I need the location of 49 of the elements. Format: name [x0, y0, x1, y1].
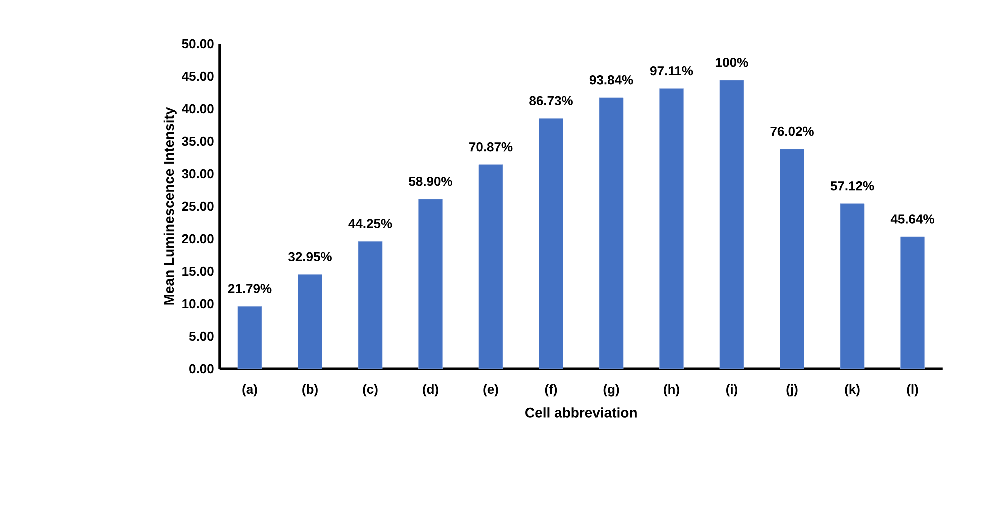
- bar: [478, 164, 504, 370]
- x-axis-title: Cell abbreviation: [526, 408, 637, 418]
- x-tick-label: (c): [363, 384, 378, 397]
- bar: [238, 306, 262, 370]
- y-tick-label: 40.00: [182, 104, 214, 114]
- y-tick-label: 50.00: [182, 39, 214, 49]
- annotation: 45.64%: [890, 214, 934, 224]
- y-tick-label: 45.00: [182, 72, 214, 82]
- y-tick-label: 15.00: [182, 266, 214, 276]
- x-tick-label: (e): [484, 384, 498, 397]
- x-tick-label: (b): [302, 384, 318, 397]
- bar: [660, 88, 684, 370]
- x-tick-label: (a): [242, 384, 258, 397]
- x-tick-label: (g): [604, 384, 620, 397]
- annotation: 97.11%: [650, 66, 694, 76]
- x-tick-label: (i): [726, 384, 738, 397]
- y-tick-label: 20.00: [182, 234, 214, 244]
- bar: [358, 241, 383, 370]
- y-tick-label: 0.00: [190, 364, 214, 374]
- y-tick-label: 10.00: [182, 299, 214, 309]
- y-tick-label: 35.00: [182, 136, 214, 146]
- annotation: 93.84%: [590, 76, 634, 85]
- x-tick-label: (j): [786, 384, 798, 397]
- annotation: 44.25%: [348, 219, 392, 228]
- y-tick-label: 30.00: [182, 169, 214, 179]
- y-tick-label: 25.00: [182, 202, 214, 212]
- x-tick-label: (h): [664, 384, 680, 397]
- bar: [298, 274, 322, 370]
- bar: [780, 149, 804, 370]
- annotation: 70.87%: [470, 142, 513, 152]
- y-tick-label: 5.00: [189, 332, 214, 342]
- annotation: 21.79%: [228, 284, 272, 294]
- bar: [720, 80, 744, 370]
- annotation: 32.95%: [288, 252, 332, 262]
- y-axis-title: Mean Luminescence Intensity: [164, 107, 177, 305]
- x-tick-label: (l): [907, 384, 918, 397]
- x-tick-label: (f): [545, 384, 558, 397]
- annotation: 76.02%: [770, 126, 814, 136]
- bar: [840, 204, 865, 370]
- annotation: 58.90%: [409, 176, 452, 186]
- bar: [539, 118, 564, 370]
- x-tick-label: (d): [423, 384, 438, 397]
- annotation: 57.12%: [830, 181, 874, 191]
- annotation: 100%: [716, 58, 748, 68]
- bar: [418, 199, 443, 370]
- x-tick-label: (k): [845, 384, 860, 397]
- bar: [900, 236, 925, 370]
- annotation: 86.73%: [530, 96, 573, 106]
- bar: [599, 98, 624, 370]
